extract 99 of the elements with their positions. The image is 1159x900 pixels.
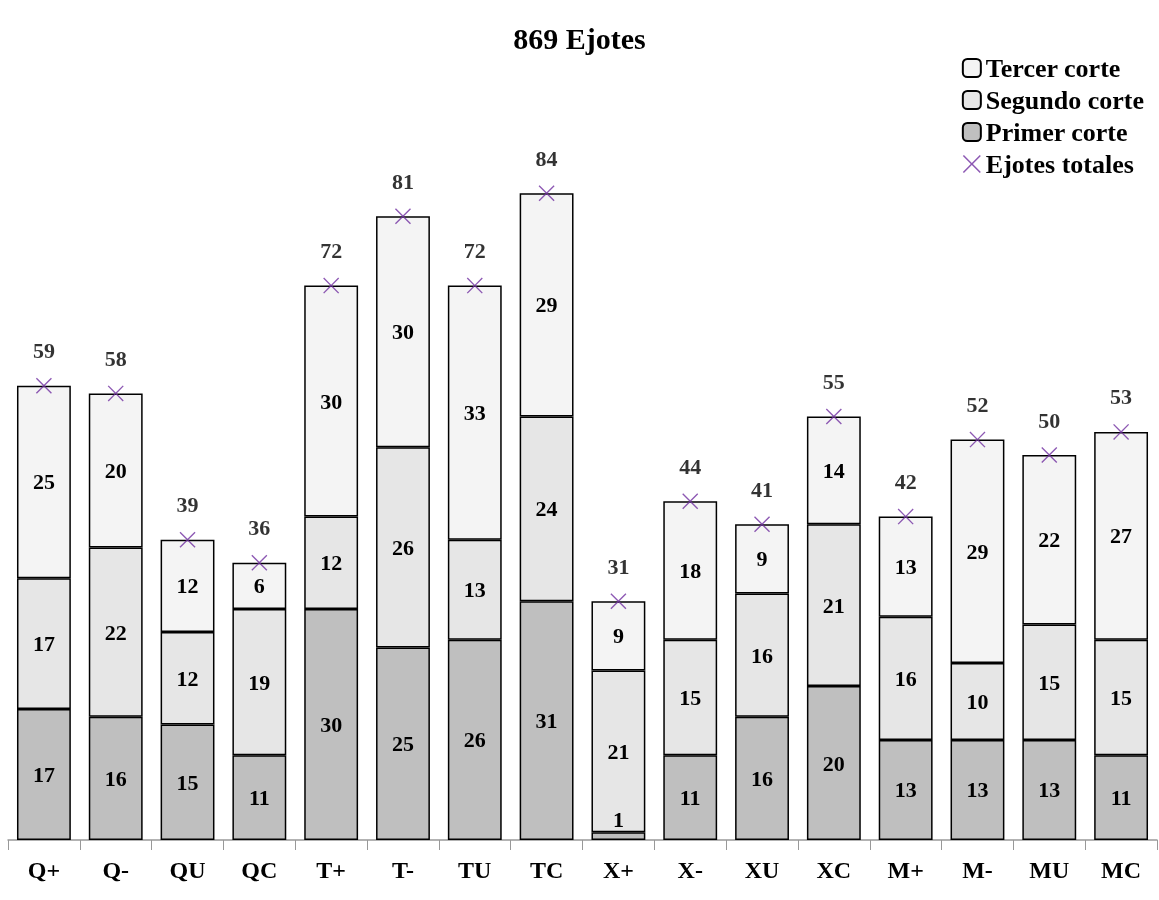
data-label: 15 — [1038, 669, 1061, 695]
point — [35, 377, 52, 394]
data-label: 13 — [966, 777, 989, 803]
data-label: 13 — [894, 777, 917, 803]
data-label: 53 — [1110, 384, 1133, 410]
data-label: 6 — [253, 573, 265, 599]
point — [107, 385, 124, 402]
point — [394, 208, 411, 225]
data-label: 50 — [1038, 407, 1061, 433]
data-label: 41 — [751, 476, 774, 502]
data-label: 30 — [391, 319, 414, 345]
data-label: 39 — [176, 492, 199, 518]
data-label: 55 — [822, 369, 845, 394]
x-tick-label: TU — [458, 857, 492, 883]
data-label: 11 — [1110, 785, 1132, 811]
data-label: 1 — [612, 806, 624, 832]
data-label: 13 — [1038, 777, 1061, 803]
legend-label: Ejotes totales — [985, 149, 1134, 179]
data-label: 31 — [535, 708, 558, 734]
point — [897, 508, 914, 525]
data-label: 26 — [391, 534, 414, 560]
data-label: 11 — [679, 785, 701, 811]
data-label: 21 — [607, 738, 630, 764]
x-tick-label: X+ — [602, 857, 634, 883]
x-tick-label: XC — [816, 857, 852, 883]
data-label: 21 — [822, 592, 845, 618]
data-label: 52 — [966, 392, 989, 418]
data-label: 12 — [320, 550, 343, 576]
data-label: 13 — [894, 554, 917, 580]
point — [754, 516, 771, 533]
data-label: 18 — [679, 558, 702, 583]
x-tick-label: T- — [392, 857, 414, 883]
data-label: 30 — [320, 712, 343, 737]
data-label: 26 — [463, 727, 486, 753]
data-label: 11 — [248, 785, 270, 811]
data-label: 9 — [756, 546, 768, 572]
data-label: 58 — [104, 345, 127, 371]
x-tick-label: Q- — [102, 857, 130, 883]
data-label: 22 — [1038, 527, 1061, 553]
legend-label: Segundo corte — [985, 85, 1145, 115]
data-label: 15 — [1110, 685, 1133, 711]
x-tick-label: XU — [744, 857, 780, 883]
data-label: 36 — [248, 515, 271, 541]
data-label: 24 — [535, 496, 558, 522]
data-label: 15 — [679, 685, 702, 711]
x-tick-label: MC — [1101, 857, 1142, 883]
x-tick-label: T+ — [316, 857, 346, 883]
data-label: 59 — [32, 338, 55, 364]
data-label: 81 — [391, 168, 414, 194]
point — [466, 277, 483, 294]
text: 869 Ejotes — [513, 21, 646, 55]
point — [179, 531, 196, 548]
point — [825, 408, 842, 425]
data-label: 10 — [966, 688, 989, 714]
data-label: 22 — [104, 619, 127, 645]
data-label: 72 — [320, 238, 343, 264]
point — [323, 277, 340, 294]
point — [251, 554, 268, 571]
data-label: 16 — [751, 765, 774, 791]
data-label: 19 — [248, 669, 271, 695]
x-tick-label: QU — [169, 857, 206, 883]
data-label: 84 — [535, 145, 558, 171]
point — [969, 431, 986, 448]
data-label: 16 — [894, 665, 917, 691]
x-tick-label: TC — [529, 857, 564, 883]
data-label: 16 — [751, 642, 774, 668]
data-label: 20 — [104, 457, 127, 483]
data-label: 31 — [607, 553, 630, 579]
data-label: 25 — [32, 469, 55, 495]
point — [610, 593, 627, 610]
data-label: 14 — [822, 457, 845, 483]
data-label: 17 — [32, 631, 55, 657]
data-label: 12 — [176, 665, 199, 691]
x-tick-label: X- — [677, 857, 703, 883]
data-label: 42 — [894, 469, 917, 495]
x-tick-label: M+ — [887, 857, 924, 883]
data-label: 33 — [463, 400, 486, 426]
data-label: 29 — [535, 292, 558, 318]
point — [1041, 447, 1058, 463]
data-label: 44 — [679, 453, 702, 479]
x-tick-label: QC — [241, 857, 278, 883]
legend-label: Tercer corte — [985, 53, 1121, 83]
data-label: 72 — [463, 238, 486, 264]
x-tick-label: MU — [1029, 857, 1070, 883]
data-label: 9 — [612, 623, 624, 649]
point — [538, 185, 555, 202]
data-label: 29 — [966, 538, 989, 564]
data-label: 12 — [176, 573, 199, 599]
legend-label: Primer corte — [985, 117, 1128, 147]
x-tick-label: M- — [962, 857, 993, 883]
data-label: 15 — [176, 769, 199, 795]
x-tick-label: Q+ — [27, 857, 61, 883]
data-label: 30 — [320, 388, 343, 414]
data-label: 13 — [463, 577, 486, 603]
data-label: 25 — [391, 731, 414, 757]
data-label: 16 — [104, 765, 127, 791]
data-label: 17 — [32, 762, 55, 788]
data-label: 20 — [822, 750, 845, 776]
data-label: 27 — [1110, 523, 1133, 549]
